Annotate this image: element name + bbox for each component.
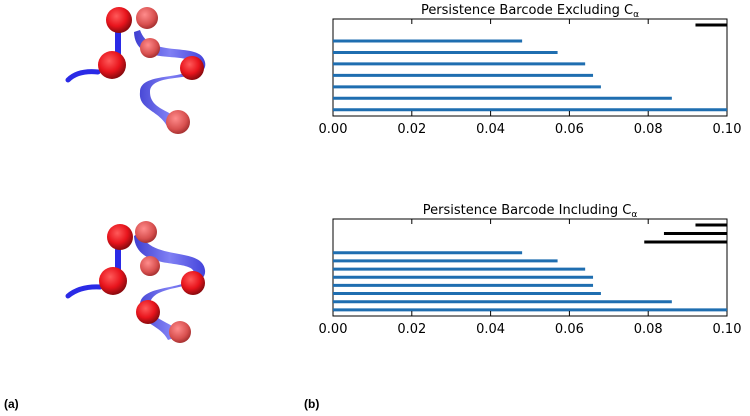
atom xyxy=(136,300,160,324)
chart-title-subscript: α xyxy=(633,10,639,20)
molecule-bottom xyxy=(65,221,206,343)
helix-ribbon xyxy=(134,30,206,128)
atom xyxy=(99,267,127,295)
molecule-top xyxy=(65,7,206,134)
backbone-tail xyxy=(65,69,101,83)
x-tick-label: 0.10 xyxy=(713,322,742,337)
atom xyxy=(140,256,160,276)
atom xyxy=(107,224,133,250)
atom xyxy=(136,7,158,29)
barcode-chart-excluding: Persistence Barcode Excluding Cα 0.00 0.02… xyxy=(319,3,742,137)
atom xyxy=(98,51,126,79)
chart-title: Persistence Barcode Excluding Cα xyxy=(421,3,639,20)
molecule-panel xyxy=(65,7,206,343)
x-tick-label: 0.02 xyxy=(397,322,426,337)
atom xyxy=(140,38,160,58)
x-tick-label: 0.08 xyxy=(634,322,663,337)
chart-title-subscript: α xyxy=(631,210,637,220)
x-tick-label: 0.00 xyxy=(319,122,348,137)
x-tick-label: 0.00 xyxy=(319,322,348,337)
x-tick-label: 0.04 xyxy=(476,322,505,337)
plot-frame xyxy=(332,218,728,317)
atom xyxy=(169,321,191,343)
atom xyxy=(180,56,204,80)
panel-label-a: (a) xyxy=(4,397,19,411)
atom xyxy=(181,271,205,295)
atom xyxy=(106,7,132,33)
backbone-tail xyxy=(65,284,103,299)
plot-frame xyxy=(332,18,728,117)
x-tick-label: 0.06 xyxy=(555,122,584,137)
x-tick-label: 0.04 xyxy=(476,122,505,137)
panel-label-b: (b) xyxy=(304,397,320,411)
barcode-chart-including: Persistence Barcode Including Cα 0.00 0.02… xyxy=(319,203,742,337)
atom xyxy=(166,110,190,134)
x-tick-label: 0.06 xyxy=(555,322,584,337)
x-tick-label: 0.02 xyxy=(397,122,426,137)
chart-title: Persistence Barcode Including Cα xyxy=(423,203,638,220)
x-tick-label: 0.08 xyxy=(634,122,663,137)
atom xyxy=(135,221,157,243)
x-tick-label: 0.10 xyxy=(713,122,742,137)
